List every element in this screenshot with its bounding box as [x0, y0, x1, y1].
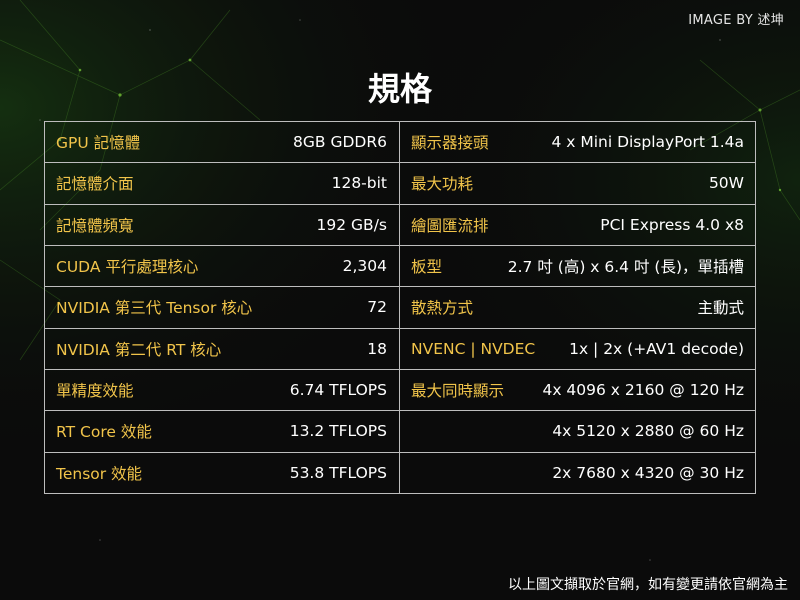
spec-cell-left: 單精度效能 6.74 TFLOPS — [44, 368, 400, 412]
table-row: 記憶體頻寬 192 GB/s 繪圖匯流排 PCI Express 4.0 x8 — [44, 203, 756, 246]
image-credit: IMAGE BY 述坤 — [688, 13, 784, 28]
table-row: NVIDIA 第二代 RT 核心 18 NVENC | NVDEC 1x | 2x … — [44, 327, 756, 370]
spec-label: 單精度效能 — [56, 382, 134, 401]
spec-label: 板型 — [411, 258, 443, 277]
spec-value: 2.7 吋 (高) x 6.4 吋 (長)，單插槽 — [507, 258, 744, 277]
spec-cell-right: 繪圖匯流排 PCI Express 4.0 x8 — [399, 203, 756, 246]
table-row: RT Core 效能 13.2 TFLOPS 4x 5120 x 2880 @ 6… — [44, 410, 756, 453]
spec-value: 128-bit — [331, 174, 387, 193]
spec-cell-left: RT Core 效能 13.2 TFLOPS — [44, 410, 400, 453]
table-row: NVIDIA 第三代 Tensor 核心 72 散熱方式 主動式 — [44, 286, 756, 329]
spec-label: 記憶體介面 — [56, 175, 134, 194]
spec-cell-left: 記憶體介面 128-bit — [44, 162, 400, 205]
spec-value: 18 — [367, 339, 387, 358]
spec-value: 13.2 TFLOPS — [289, 422, 387, 441]
spec-label: 最大功耗 — [411, 175, 474, 194]
spec-cell-right: 2x 7680 x 4320 @ 30 Hz — [399, 451, 756, 495]
spec-cell-right: NVENC | NVDEC 1x | 2x (+AV1 decode) — [399, 327, 756, 370]
spec-label: NVIDIA 第三代 Tensor 核心 — [56, 299, 253, 318]
spec-label: CUDA 平行處理核心 — [56, 258, 199, 277]
spec-cell-right: 散熱方式 主動式 — [399, 286, 756, 329]
spec-value: 72 — [367, 298, 387, 317]
spec-value: 2x 7680 x 4320 @ 30 Hz — [552, 463, 744, 482]
table-row: 記憶體介面 128-bit 最大功耗 50W — [44, 162, 756, 205]
spec-value: 6.74 TFLOPS — [289, 381, 387, 400]
spec-table: GPU 記憶體 8GB GDDR6 顯示器接頭 4 x Mini DisplayPo… — [44, 120, 756, 495]
spec-label: NVIDIA 第二代 RT 核心 — [56, 340, 222, 359]
spec-value: 50W — [708, 174, 744, 193]
spec-value: 8GB GDDR6 — [293, 133, 387, 152]
spec-cell-right: 4x 5120 x 2880 @ 60 Hz — [399, 410, 756, 453]
spec-cell-right: 顯示器接頭 4 x Mini DisplayPort 1.4a — [399, 120, 756, 164]
spec-value: 2,304 — [342, 257, 387, 276]
spec-cell-left: 記憶體頻寬 192 GB/s — [44, 203, 400, 246]
spec-label: Tensor 效能 — [56, 464, 143, 483]
spec-label: 最大同時顯示 — [411, 382, 505, 401]
spec-value: 主動式 — [697, 299, 744, 318]
spec-cell-left: NVIDIA 第三代 Tensor 核心 72 — [44, 286, 400, 329]
spec-label: RT Core 效能 — [56, 423, 152, 442]
spec-value: 53.8 TFLOPS — [289, 463, 387, 482]
spec-cell-left: NVIDIA 第二代 RT 核心 18 — [44, 327, 400, 370]
spec-cell-right: 板型 2.7 吋 (高) x 6.4 吋 (長)，單插槽 — [399, 244, 756, 288]
spec-label: 散熱方式 — [411, 299, 474, 318]
spec-label: NVENC | NVDEC — [411, 339, 536, 358]
spec-value: 1x | 2x (+AV1 decode) — [569, 339, 744, 358]
spec-cell-right: 最大功耗 50W — [399, 162, 756, 205]
spec-cell-left: GPU 記憶體 8GB GDDR6 — [44, 120, 400, 164]
spec-cell-left: Tensor 效能 53.8 TFLOPS — [44, 451, 400, 495]
table-row: GPU 記憶體 8GB GDDR6 顯示器接頭 4 x Mini DisplayPo… — [44, 120, 756, 164]
spec-label: 記憶體頻寬 — [56, 216, 134, 235]
spec-value: 4x 4096 x 2160 @ 120 Hz — [542, 381, 744, 400]
spec-label: GPU 記憶體 — [56, 134, 141, 153]
page-title: 規格 — [367, 70, 432, 108]
spec-value: PCI Express 4.0 x8 — [600, 215, 744, 234]
spec-cell-right: 最大同時顯示 4x 4096 x 2160 @ 120 Hz — [399, 368, 756, 412]
source-footnote: 以上圖文擷取於官網，如有變更請依官網為主 — [508, 577, 788, 593]
spec-cell-left: CUDA 平行處理核心 2,304 — [44, 244, 400, 288]
spec-value: 4 x Mini DisplayPort 1.4a — [551, 133, 744, 152]
table-row: Tensor 效能 53.8 TFLOPS 2x 7680 x 4320 @ 30… — [44, 451, 756, 495]
table-row: CUDA 平行處理核心 2,304 板型 2.7 吋 (高) x 6.4 吋 (長)… — [44, 244, 756, 288]
spec-value: 192 GB/s — [316, 215, 387, 234]
spec-value: 4x 5120 x 2880 @ 60 Hz — [552, 422, 744, 441]
table-row: 單精度效能 6.74 TFLOPS 最大同時顯示 4x 4096 x 2160 @ … — [44, 368, 756, 412]
spec-label: 繪圖匯流排 — [411, 216, 489, 235]
spec-label: 顯示器接頭 — [411, 134, 489, 153]
